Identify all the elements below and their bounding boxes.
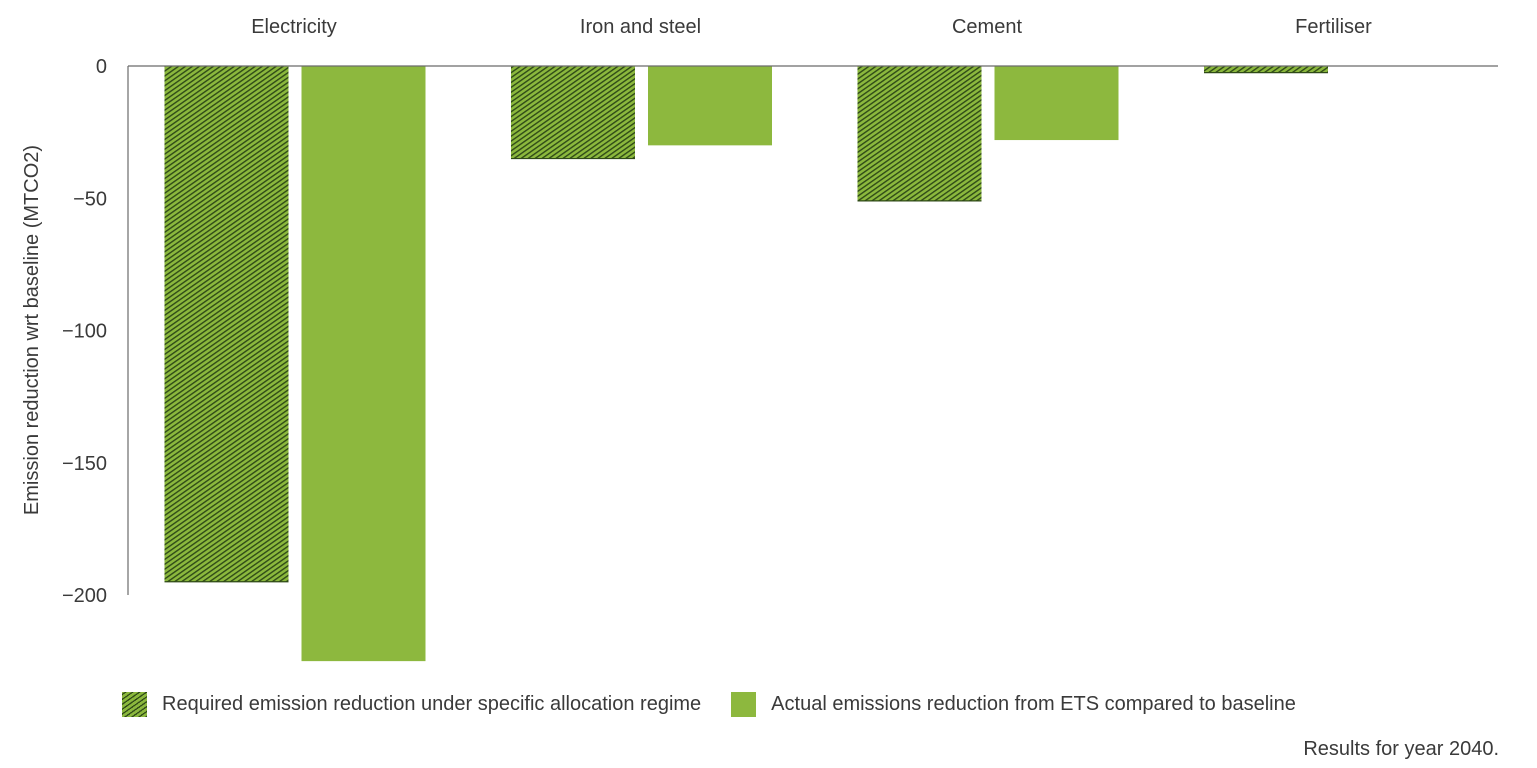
bar-required-cement	[857, 66, 982, 201]
legend-item-actual: Actual emissions reduction from ETS comp…	[731, 692, 1296, 717]
bar-required-fertiliser	[1204, 66, 1328, 73]
category-label-fertiliser: Fertiliser	[1295, 16, 1372, 38]
bar-required-iron-and-steel	[511, 66, 635, 159]
y-tick-label: 0	[96, 56, 107, 78]
legend: Required emission reduction under specif…	[122, 692, 1326, 717]
chart-note: Results for year 2040.	[1303, 738, 1499, 760]
y-tick-label: −100	[62, 321, 107, 343]
bar-required-electricity	[164, 66, 289, 582]
y-axis-label: Emission reduction wrt baseline (MTCO2)	[21, 145, 43, 515]
bar-actual-iron-and-steel	[648, 66, 772, 146]
y-tick-label: −150	[62, 453, 107, 475]
legend-swatch-solid	[731, 692, 757, 717]
y-tick-label: −50	[73, 188, 107, 210]
bar-actual-cement	[994, 66, 1119, 141]
category-label-electricity: Electricity	[251, 16, 337, 38]
bar-actual-electricity	[301, 66, 426, 662]
y-tick-label: −200	[62, 585, 107, 607]
legend-label-actual: Actual emissions reduction from ETS comp…	[771, 693, 1296, 715]
legend-label-required: Required emission reduction under specif…	[162, 693, 702, 715]
category-label-iron-and-steel: Iron and steel	[580, 16, 701, 38]
legend-item-required: Required emission reduction under specif…	[122, 692, 701, 717]
legend-swatch-hatched	[122, 692, 147, 717]
category-label-cement: Cement	[952, 16, 1022, 38]
